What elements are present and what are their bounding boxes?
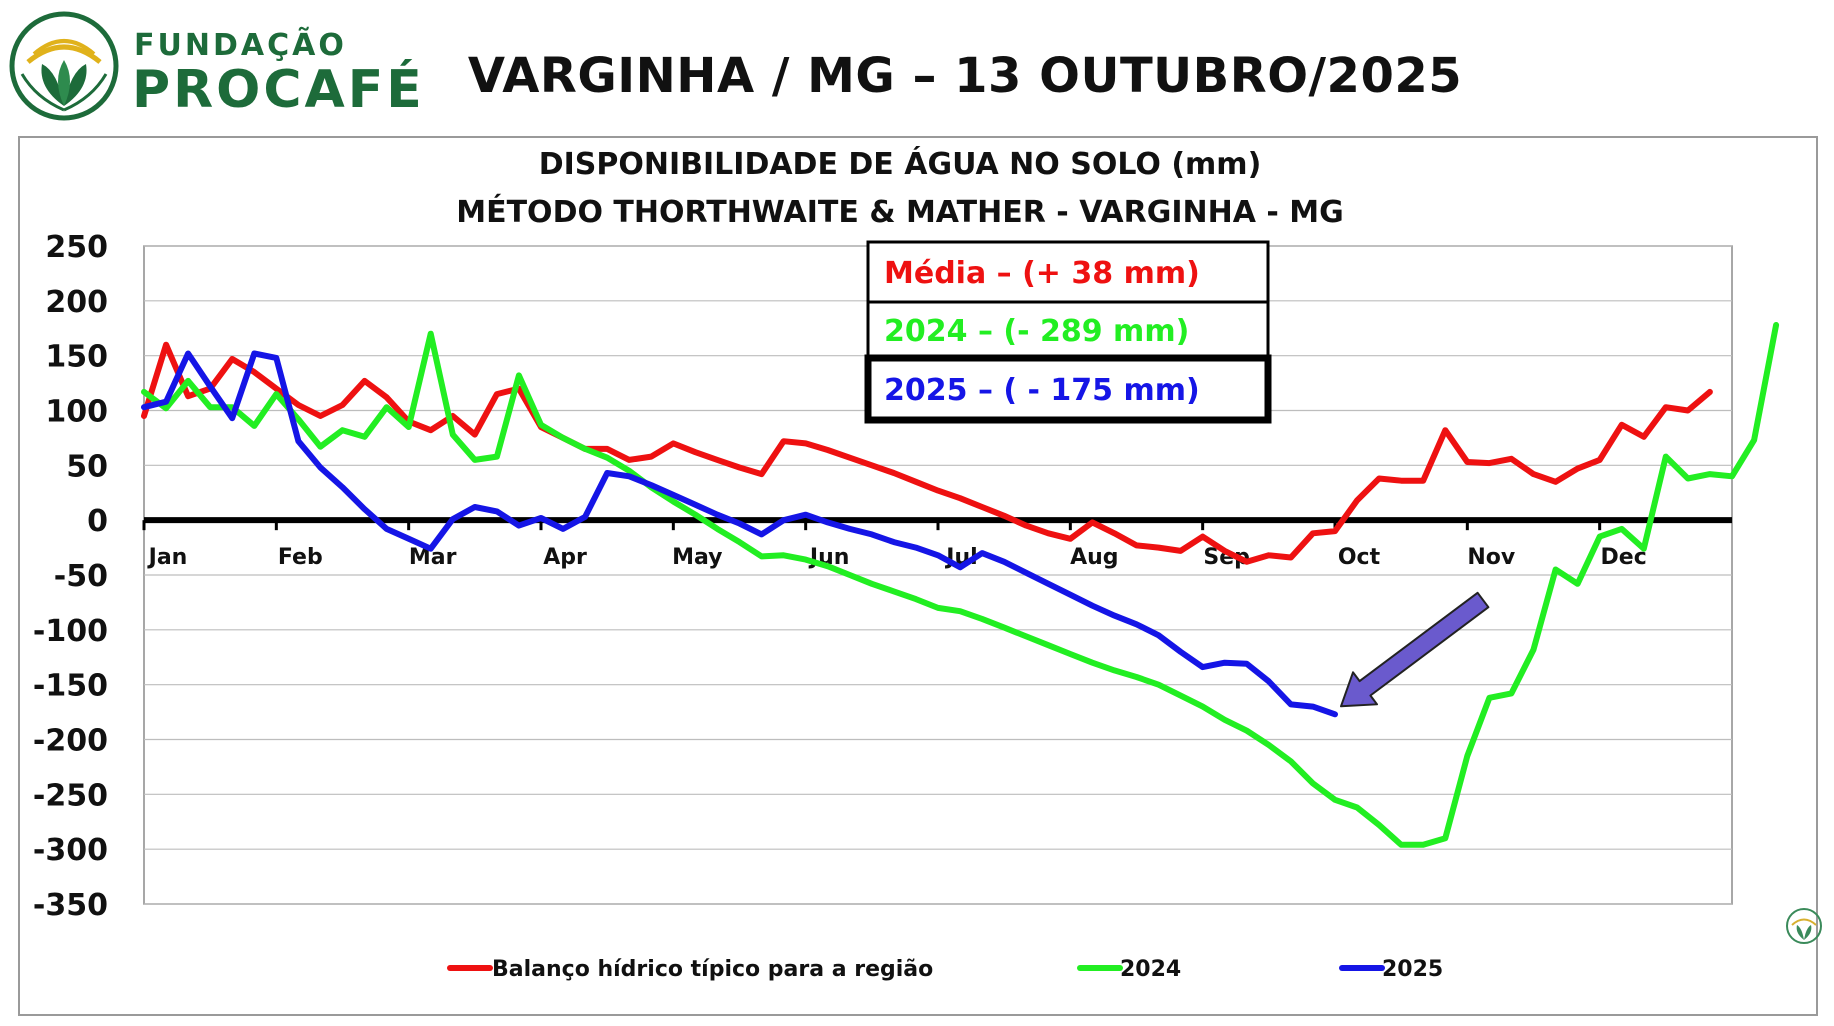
y-tick-label: -100: [33, 614, 108, 649]
pointer-arrow-icon: [1340, 591, 1490, 708]
y-tick-label: -150: [33, 669, 108, 704]
month-label-jan: Jan: [147, 545, 188, 570]
annotation-box-y2024: [866, 300, 1270, 360]
y-tick-label: -250: [33, 778, 108, 813]
arrow-shape: [1340, 591, 1490, 708]
chart-frame: DISPONIBILIDADE DE ÁGUA NO SOLO (mm) MÉT…: [18, 136, 1818, 1016]
y-tick-label: 50: [66, 449, 108, 484]
chart-title-line2: MÉTODO THORTHWAITE & MATHER - VARGINHA -…: [456, 194, 1343, 230]
chart-title-line1: DISPONIBILIDADE DE ÁGUA NO SOLO (mm): [539, 146, 1262, 182]
page-title: VARGINHA / MG – 13 OUTUBRO/2025: [467, 48, 1463, 104]
annotation-box-media: [866, 240, 1270, 304]
y-tick-label: -300: [33, 833, 108, 868]
annotation-box-y2025: [864, 354, 1272, 424]
water-availability-chart: DISPONIBILIDADE DE ÁGUA NO SOLO (mm) MÉT…: [33, 146, 1780, 982]
month-label-feb: Feb: [278, 545, 323, 570]
arrow-polygon: [1340, 591, 1490, 708]
series-line-y2025: [141, 350, 1338, 718]
month-label-apr: Apr: [543, 545, 587, 570]
legend-label-y2024: 2024: [1120, 957, 1181, 982]
y-tick-label: 100: [45, 395, 108, 430]
y-axis-tick-labels: 250 200 150 100 50 0 -50 -100 -150 -200 -250 -300 -3…: [33, 230, 108, 923]
y-tick-label: 250: [45, 230, 108, 265]
month-label-aug: Aug: [1070, 545, 1118, 570]
month-label-dec: Dec: [1601, 545, 1647, 570]
fundacao-procafe-logo: FUNDAÇÃO PROCAFÉ: [8, 10, 422, 121]
y-tick-label: -200: [33, 724, 108, 759]
annotation-text-y2025: 2025 – ( - 175 mm): [884, 373, 1200, 408]
x-axis-month-labels: Jan Feb Mar Apr May Jun Jul Aug Sep Oct Nov Dec: [147, 545, 1647, 570]
month-label-nov: Nov: [1467, 545, 1516, 570]
logo-text-fundacao: FUNDAÇÃO: [134, 28, 347, 63]
annotation-text-y2024: 2024 – (- 289 mm): [884, 314, 1189, 349]
annotation-text-media: Média – (+ 38 mm): [884, 256, 1200, 291]
legend: Balanço hídrico típico para a região 2024…: [447, 957, 1443, 982]
legend-label-y2025: 2025: [1382, 957, 1443, 982]
y-tick-label: 200: [45, 285, 108, 320]
month-label-may: May: [672, 545, 722, 570]
corner-emblem-icon: [1786, 908, 1822, 944]
y-tick-label: -50: [54, 559, 108, 594]
y-tick-label: -350: [33, 888, 108, 923]
y-tick-label: 0: [87, 504, 108, 539]
annotation-boxes: Média – (+ 38 mm) 2024 – (- 289 mm) 2025 –…: [864, 240, 1272, 424]
logo-text-procafe: PROCAFÉ: [132, 60, 425, 120]
series-line-media: [141, 341, 1713, 565]
coffee-leaf-emblem-icon: [9, 11, 119, 121]
legend-label-media: Balanço hídrico típico para a região: [492, 957, 933, 982]
y-tick-label: 150: [45, 340, 108, 375]
month-label-oct: Oct: [1338, 545, 1381, 570]
series-line-y2024: [141, 322, 1780, 848]
series-lines: [141, 322, 1780, 848]
